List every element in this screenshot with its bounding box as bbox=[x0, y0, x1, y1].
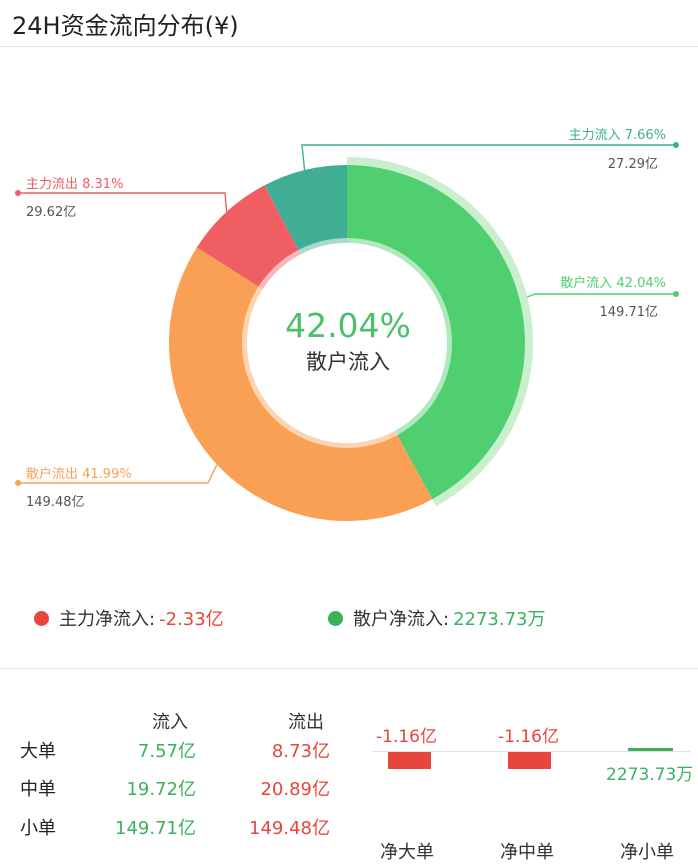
slice-amount-retail-out: 149.48亿 bbox=[26, 495, 85, 510]
legend-dot-green bbox=[328, 610, 343, 626]
donut-center-label: 散户流入 bbox=[306, 350, 390, 374]
leader-retail-in bbox=[526, 293, 676, 298]
slice-label-retail-out: 散户流出 41.99% bbox=[26, 467, 132, 482]
leader-main-out-dot bbox=[15, 190, 21, 196]
donut-slice-main-out[interactable] bbox=[196, 185, 301, 290]
net-small-bar bbox=[628, 748, 673, 751]
legend-retail-net: 散户净流入: 2273.73万 bbox=[328, 606, 546, 630]
net-large-value: -1.16亿 bbox=[376, 727, 437, 747]
leader-main-in bbox=[301, 144, 676, 171]
legend-retail-value: 2273.73万 bbox=[453, 609, 546, 630]
table-cell-inflow: 19.72亿 bbox=[126, 779, 196, 800]
divider bbox=[0, 668, 698, 669]
slice-amount-main-in: 27.29亿 bbox=[607, 157, 658, 172]
legend-main-value: -2.33亿 bbox=[159, 609, 224, 630]
donut-slice-retail-out[interactable] bbox=[168, 247, 433, 521]
leader-main-out bbox=[18, 192, 228, 212]
header: 24H资金流向分布(¥) bbox=[0, 0, 698, 47]
net-large-label: 净大单 bbox=[380, 842, 434, 863]
net-baseline bbox=[372, 751, 690, 752]
table-row-name: 中单 bbox=[20, 779, 56, 800]
donut-slice-main-in[interactable] bbox=[264, 165, 347, 255]
net-large-bar bbox=[388, 752, 431, 769]
donut-center-percent: 42.04% bbox=[285, 306, 411, 345]
legend-main-net: 主力净流入: -2.33亿 bbox=[34, 606, 224, 630]
leader-retail-out-dot bbox=[15, 480, 21, 486]
table-cell-inflow: 149.71亿 bbox=[115, 818, 196, 839]
donut-chart bbox=[15, 142, 679, 521]
net-small-label: 净小单 bbox=[620, 842, 674, 863]
slice-amount-retail-in: 149.71亿 bbox=[599, 305, 659, 320]
legend-main-label: 主力净流入: bbox=[59, 609, 156, 630]
net-medium-bar bbox=[508, 752, 551, 769]
table-cell-inflow: 7.57亿 bbox=[137, 741, 196, 762]
leader-main-in-dot bbox=[673, 142, 679, 148]
legend-dot-red bbox=[34, 610, 49, 626]
table-row-name: 大单 bbox=[20, 741, 56, 762]
slice-label-main-out: 主力流出 8.31% bbox=[26, 177, 124, 192]
net-small-value: 2273.73万 bbox=[606, 765, 694, 785]
table-cell-outflow: 8.73亿 bbox=[271, 741, 330, 762]
net-medium-value: -1.16亿 bbox=[498, 727, 559, 747]
donut-inner-circle bbox=[242, 238, 452, 448]
table-row-name: 小单 bbox=[20, 818, 56, 839]
table-cell-outflow: 20.89亿 bbox=[260, 779, 330, 800]
net-medium-label: 净中单 bbox=[500, 842, 554, 863]
slice-label-retail-in: 散户流入 42.04% bbox=[560, 276, 666, 291]
slice-label-main-in: 主力流入 7.66% bbox=[568, 128, 666, 143]
page-title: 24H资金流向分布(¥) bbox=[12, 12, 239, 40]
table-cell-outflow: 149.48亿 bbox=[249, 818, 330, 839]
table-header-outflow: 流出 bbox=[288, 712, 324, 733]
leader-retail-out bbox=[18, 464, 218, 484]
legend-retail-label: 散户净流入: bbox=[353, 609, 450, 630]
slice-amount-main-out: 29.62亿 bbox=[26, 205, 77, 220]
table-header-inflow: 流入 bbox=[152, 712, 188, 733]
leader-retail-in-dot bbox=[673, 291, 679, 297]
